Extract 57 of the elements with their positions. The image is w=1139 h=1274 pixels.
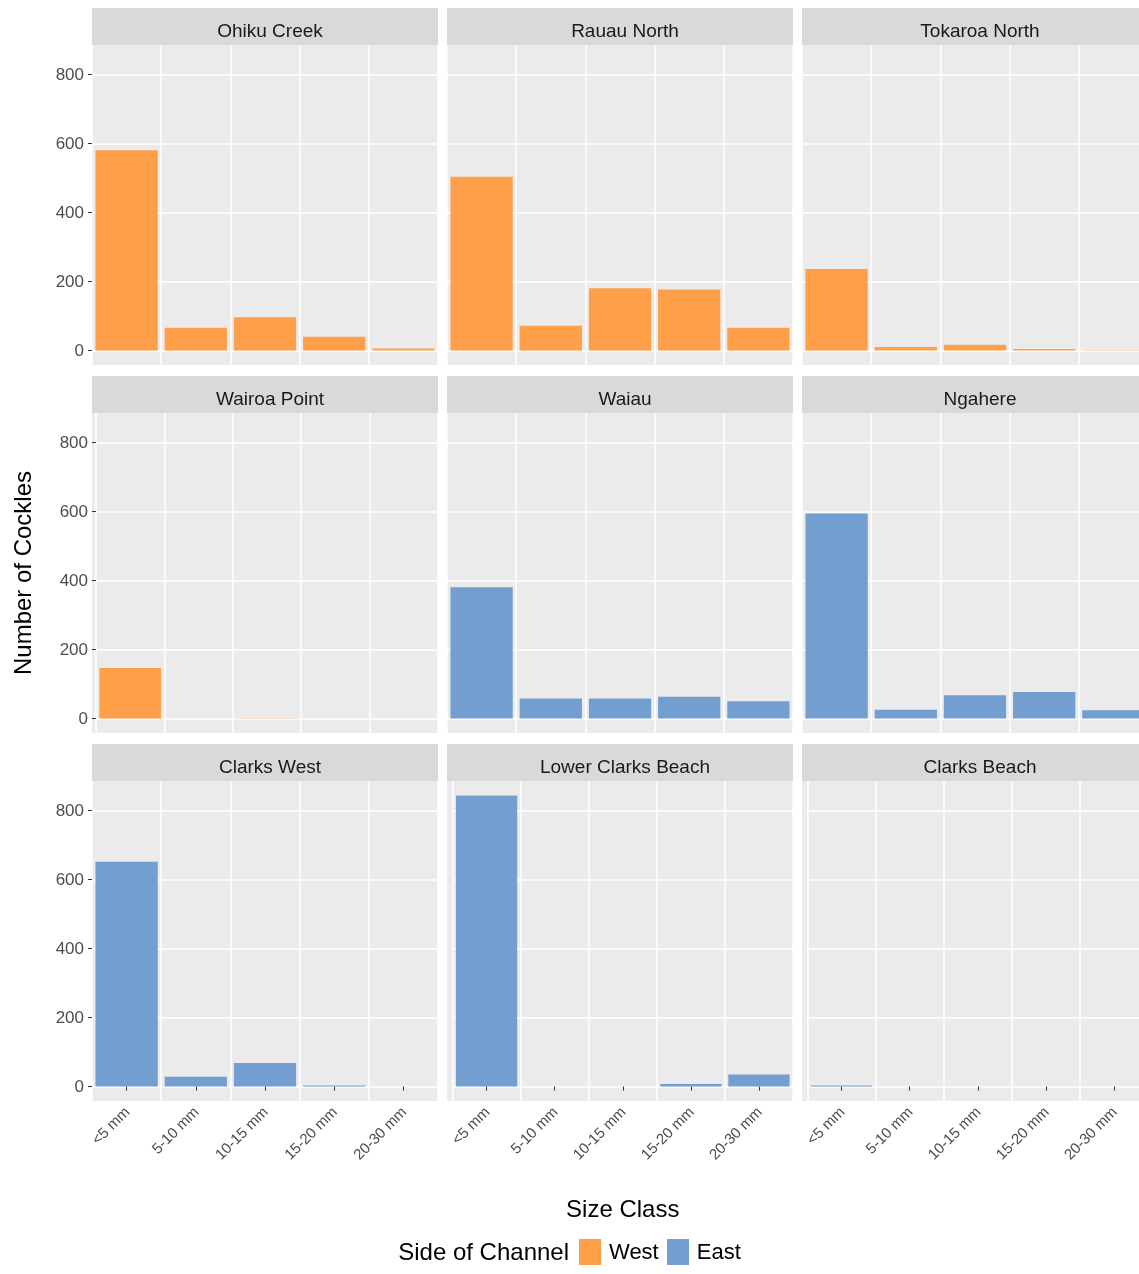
bar	[727, 327, 790, 351]
y-tick-label: 800	[55, 800, 84, 820]
y-tick-label: 800	[59, 432, 88, 452]
bar	[1013, 691, 1076, 719]
chart-title: Ngahere	[943, 388, 1017, 409]
bar	[943, 344, 1007, 351]
y-tick-label: 600	[55, 869, 84, 889]
bar	[805, 269, 868, 351]
y-tick-label: 400	[59, 570, 88, 590]
bar	[95, 861, 158, 1087]
y-tick-label: 200	[55, 271, 84, 291]
y-tick-label: 0	[74, 1077, 84, 1096]
bar	[233, 317, 297, 351]
x-tick-label: <5 mm	[87, 1102, 133, 1148]
y-tick-label: 800	[55, 64, 84, 84]
legend-label: West	[609, 1239, 659, 1265]
bar	[874, 347, 937, 351]
chart-title: Wairoa Point	[215, 388, 325, 409]
bar	[874, 709, 937, 719]
x-axis-title: Size Class	[566, 1194, 680, 1222]
y-tick-label: 600	[59, 501, 88, 521]
bar	[658, 289, 721, 351]
bar	[805, 513, 868, 719]
bar	[658, 696, 721, 719]
bar	[164, 1076, 227, 1087]
bar	[303, 336, 366, 351]
chart-title: Tokaroa North	[920, 20, 1040, 41]
bar	[450, 176, 513, 351]
x-tick-label: <5 mm	[802, 1102, 848, 1148]
bar	[372, 348, 435, 351]
bar	[727, 701, 790, 719]
legend-title: Side of Channel	[398, 1238, 570, 1266]
bar	[943, 695, 1007, 719]
y-tick-label: 400	[55, 202, 84, 222]
y-tick-label: 600	[55, 133, 84, 153]
chart-title: Waiau	[598, 388, 652, 409]
bar	[519, 698, 582, 719]
bar	[450, 587, 513, 719]
chart-title: Rauau North	[571, 20, 679, 41]
chart-title: Clarks Beach	[923, 756, 1037, 777]
bar	[164, 327, 227, 351]
y-axis-title: Number of Cockles	[8, 470, 36, 676]
legend-label: East	[696, 1239, 741, 1265]
bar	[95, 150, 158, 351]
chart-title: Clarks West	[218, 756, 322, 777]
y-tick-label: 0	[78, 709, 88, 728]
y-tick-label: 0	[74, 341, 84, 360]
bar	[588, 288, 652, 351]
y-tick-label: 200	[55, 1007, 84, 1027]
chart-title: Lower Clarks Beach	[539, 756, 711, 777]
chart-title: Ohiku Creek	[217, 20, 324, 41]
y-tick-label: 400	[55, 938, 84, 958]
x-tick-label: <5 mm	[447, 1102, 493, 1148]
bar	[588, 698, 652, 719]
y-tick-label: 200	[59, 639, 88, 659]
bar	[233, 1063, 297, 1087]
bar	[519, 325, 582, 351]
